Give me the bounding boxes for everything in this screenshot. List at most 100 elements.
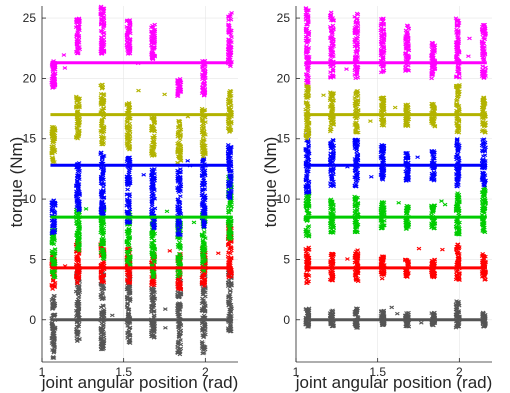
data-point xyxy=(177,89,183,93)
data-point xyxy=(52,263,58,268)
data-point xyxy=(151,46,157,51)
data-point xyxy=(75,256,81,261)
data-point xyxy=(203,332,208,337)
data-point xyxy=(456,303,462,308)
data-point xyxy=(151,220,157,224)
data-point xyxy=(127,341,133,345)
data-point xyxy=(76,220,82,225)
data-point xyxy=(74,336,80,341)
data-point xyxy=(455,301,461,306)
data-point xyxy=(74,339,80,344)
data-point xyxy=(201,76,207,81)
data-point xyxy=(101,331,107,335)
data-point xyxy=(151,314,157,318)
data-point xyxy=(229,235,234,240)
data-point xyxy=(416,246,422,251)
data-point xyxy=(124,260,130,265)
data-point xyxy=(101,31,107,35)
data-point xyxy=(77,193,82,197)
data-point xyxy=(51,224,56,229)
data-point xyxy=(52,129,58,133)
data-point xyxy=(73,183,79,188)
data-point xyxy=(149,116,155,121)
data-point xyxy=(99,44,105,49)
data-point xyxy=(100,171,106,175)
data-point xyxy=(141,172,147,177)
data-point xyxy=(202,180,208,185)
data-point xyxy=(49,341,55,345)
data-point xyxy=(199,301,205,306)
data-point xyxy=(74,324,80,329)
data-point xyxy=(76,204,82,209)
data-point xyxy=(175,278,181,283)
data-point xyxy=(149,173,155,178)
data-point xyxy=(76,295,82,299)
data-point xyxy=(75,310,80,315)
data-point xyxy=(177,273,182,278)
data-point xyxy=(124,103,130,107)
data-point xyxy=(329,263,335,268)
data-point xyxy=(49,150,55,155)
data-point xyxy=(151,244,157,248)
data-point xyxy=(99,38,104,43)
data-point xyxy=(203,120,208,124)
data-point xyxy=(99,117,105,122)
data-point xyxy=(150,140,156,145)
data-point xyxy=(151,251,157,256)
data-point xyxy=(51,356,57,360)
data-point xyxy=(50,64,56,69)
data-point xyxy=(225,156,231,161)
data-point xyxy=(455,242,461,247)
data-point xyxy=(52,251,58,256)
data-point xyxy=(125,232,130,236)
data-point xyxy=(98,226,104,231)
data-point xyxy=(229,200,234,205)
data-point xyxy=(99,210,104,215)
data-point xyxy=(150,176,156,181)
data-point xyxy=(149,124,154,129)
data-point xyxy=(152,247,158,252)
data-point xyxy=(482,322,488,327)
data-point xyxy=(353,274,359,278)
data-point xyxy=(100,231,105,236)
data-point xyxy=(175,207,181,212)
data-point xyxy=(125,281,131,285)
data-point xyxy=(227,115,232,120)
data-point xyxy=(305,279,311,284)
data-point xyxy=(74,99,80,104)
data-point xyxy=(148,35,154,39)
data-point xyxy=(149,334,154,339)
data-point xyxy=(227,125,233,129)
data-point xyxy=(226,25,232,30)
data-point xyxy=(99,86,105,91)
data-point xyxy=(100,195,105,200)
data-point xyxy=(99,14,104,18)
data-point xyxy=(162,92,167,97)
data-point xyxy=(76,263,82,268)
data-point xyxy=(305,273,311,277)
data-point xyxy=(126,42,131,47)
data-point xyxy=(75,246,80,251)
data-point xyxy=(98,189,104,193)
data-point xyxy=(455,276,461,280)
data-point xyxy=(380,323,386,328)
data-point xyxy=(50,85,56,90)
data-point xyxy=(176,185,182,189)
series-3-points xyxy=(49,143,234,238)
data-point xyxy=(100,156,105,161)
data-point xyxy=(177,194,183,199)
data-point xyxy=(52,229,57,233)
data-point xyxy=(175,204,180,208)
data-point xyxy=(151,194,157,198)
data-point xyxy=(200,88,206,93)
data-point xyxy=(126,180,132,184)
data-point xyxy=(127,194,132,199)
data-point xyxy=(176,335,182,340)
data-point xyxy=(178,146,184,151)
data-point xyxy=(150,39,155,44)
data-point xyxy=(226,28,231,32)
data-point xyxy=(74,314,79,319)
data-point xyxy=(178,236,183,240)
data-point xyxy=(125,304,130,309)
data-point xyxy=(454,310,460,314)
